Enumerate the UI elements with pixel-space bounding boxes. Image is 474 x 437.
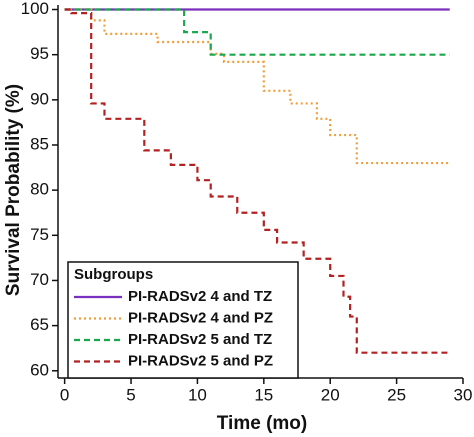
x-tick-label: 0 xyxy=(60,385,69,404)
legend-label: PI-RADSv2 5 and PZ xyxy=(128,352,273,369)
y-tick-label: 95 xyxy=(30,44,49,63)
legend-label: PI-RADSv2 5 and TZ xyxy=(128,331,272,348)
y-tick-label: 90 xyxy=(30,89,49,108)
y-tick-label: 80 xyxy=(30,180,49,199)
x-tick-label: 25 xyxy=(387,385,406,404)
x-tick-label: 10 xyxy=(188,385,207,404)
y-tick-label: 70 xyxy=(30,270,49,289)
y-tick-label: 60 xyxy=(30,360,49,379)
x-tick-label: 30 xyxy=(454,385,473,404)
y-tick-label: 65 xyxy=(30,315,49,334)
y-tick-label: 85 xyxy=(30,134,49,153)
y-tick-label: 100 xyxy=(21,0,49,18)
x-tick-label: 20 xyxy=(321,385,340,404)
x-tick-label: 5 xyxy=(126,385,135,404)
x-tick-label: 15 xyxy=(254,385,273,404)
x-axis-title: Time (mo) xyxy=(217,413,307,434)
legend-label: PI-RADSv2 4 and TZ xyxy=(128,288,272,305)
legend-label: PI-RADSv2 4 and PZ xyxy=(128,309,273,326)
legend-box xyxy=(67,261,299,379)
survival-curve xyxy=(64,8,450,165)
survival-curve xyxy=(64,8,450,354)
legend-title: Subgroups xyxy=(74,266,153,283)
y-axis-title: Survival Probability (%) xyxy=(3,84,24,296)
survival-curve xyxy=(64,8,450,56)
y-tick-label: 75 xyxy=(30,225,49,244)
